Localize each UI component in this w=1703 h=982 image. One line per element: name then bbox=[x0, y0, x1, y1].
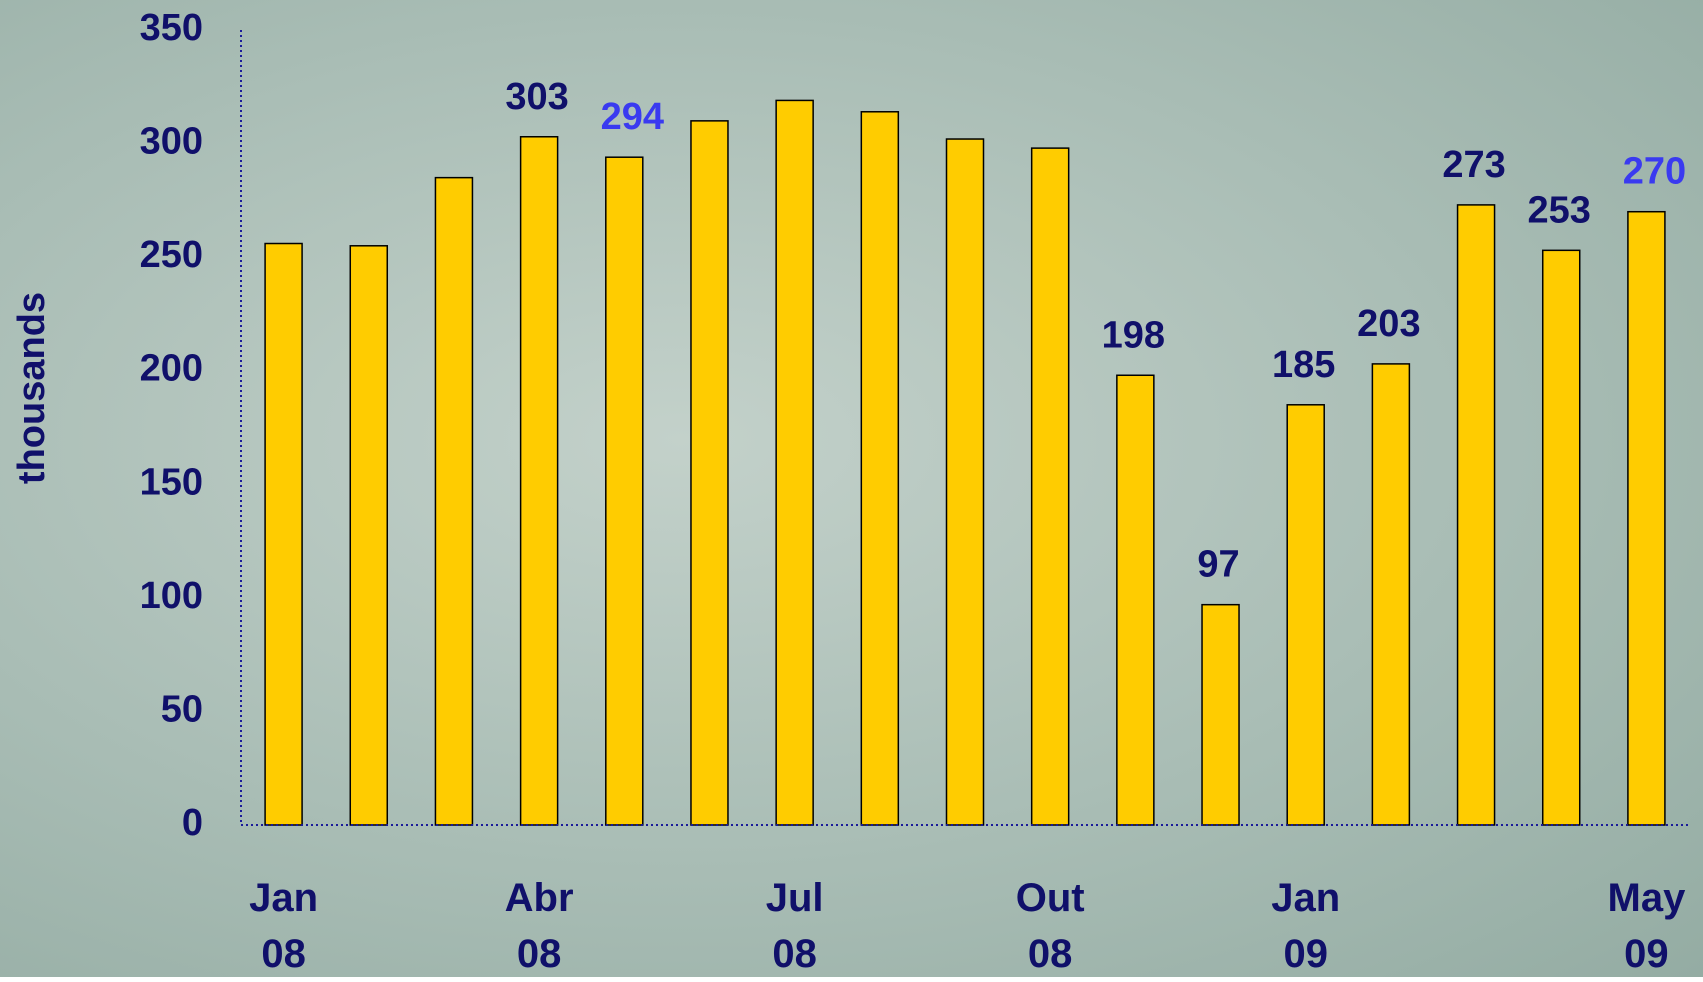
bar bbox=[1372, 364, 1409, 825]
y-tick-label: 50 bbox=[161, 688, 203, 730]
x-tick-label: Out 08 bbox=[1000, 870, 1100, 982]
bar bbox=[1628, 212, 1665, 825]
y-tick-label: 250 bbox=[140, 234, 203, 276]
y-tick-label: 200 bbox=[140, 348, 203, 390]
bar bbox=[435, 178, 472, 825]
x-tick-label: May 09 bbox=[1596, 870, 1696, 982]
bar bbox=[947, 139, 984, 825]
bar bbox=[1032, 148, 1069, 825]
y-tick-label: 300 bbox=[140, 121, 203, 163]
bar bbox=[861, 112, 898, 825]
data-label: 198 bbox=[1102, 314, 1165, 356]
y-axis-label: thousands bbox=[11, 292, 53, 484]
bar bbox=[1458, 205, 1495, 825]
data-label: 270 bbox=[1623, 151, 1686, 193]
y-tick-label: 100 bbox=[140, 575, 203, 617]
data-label: 203 bbox=[1357, 303, 1420, 345]
bar bbox=[606, 157, 643, 825]
bar bbox=[776, 100, 813, 825]
y-tick-label: 0 bbox=[182, 802, 203, 844]
x-tick-label: Jul 08 bbox=[745, 870, 845, 982]
bar bbox=[1117, 375, 1154, 825]
chart: thousands 0 50 100 150 200 250 300 350 303 294 198… bbox=[0, 0, 1703, 977]
data-label: 97 bbox=[1197, 544, 1239, 586]
bar bbox=[1543, 250, 1580, 825]
x-tick-label: Jan 09 bbox=[1256, 870, 1356, 982]
bar bbox=[1287, 405, 1324, 825]
bar bbox=[350, 246, 387, 825]
data-label: 253 bbox=[1528, 189, 1591, 231]
x-tick-label: Jan 08 bbox=[234, 870, 334, 982]
bar bbox=[1202, 605, 1239, 825]
bar bbox=[521, 137, 558, 825]
y-tick-label: 150 bbox=[140, 461, 203, 503]
data-label: 273 bbox=[1442, 144, 1505, 186]
x-tick-label: Abr 08 bbox=[489, 870, 589, 982]
chart-svg: thousands 0 50 100 150 200 250 300 350 303 294 198… bbox=[0, 0, 1703, 977]
bar bbox=[265, 244, 302, 825]
data-label: 303 bbox=[505, 76, 568, 118]
data-label: 185 bbox=[1272, 344, 1335, 386]
y-tick-label: 350 bbox=[140, 7, 203, 49]
bar bbox=[691, 121, 728, 825]
data-label: 294 bbox=[601, 96, 664, 138]
